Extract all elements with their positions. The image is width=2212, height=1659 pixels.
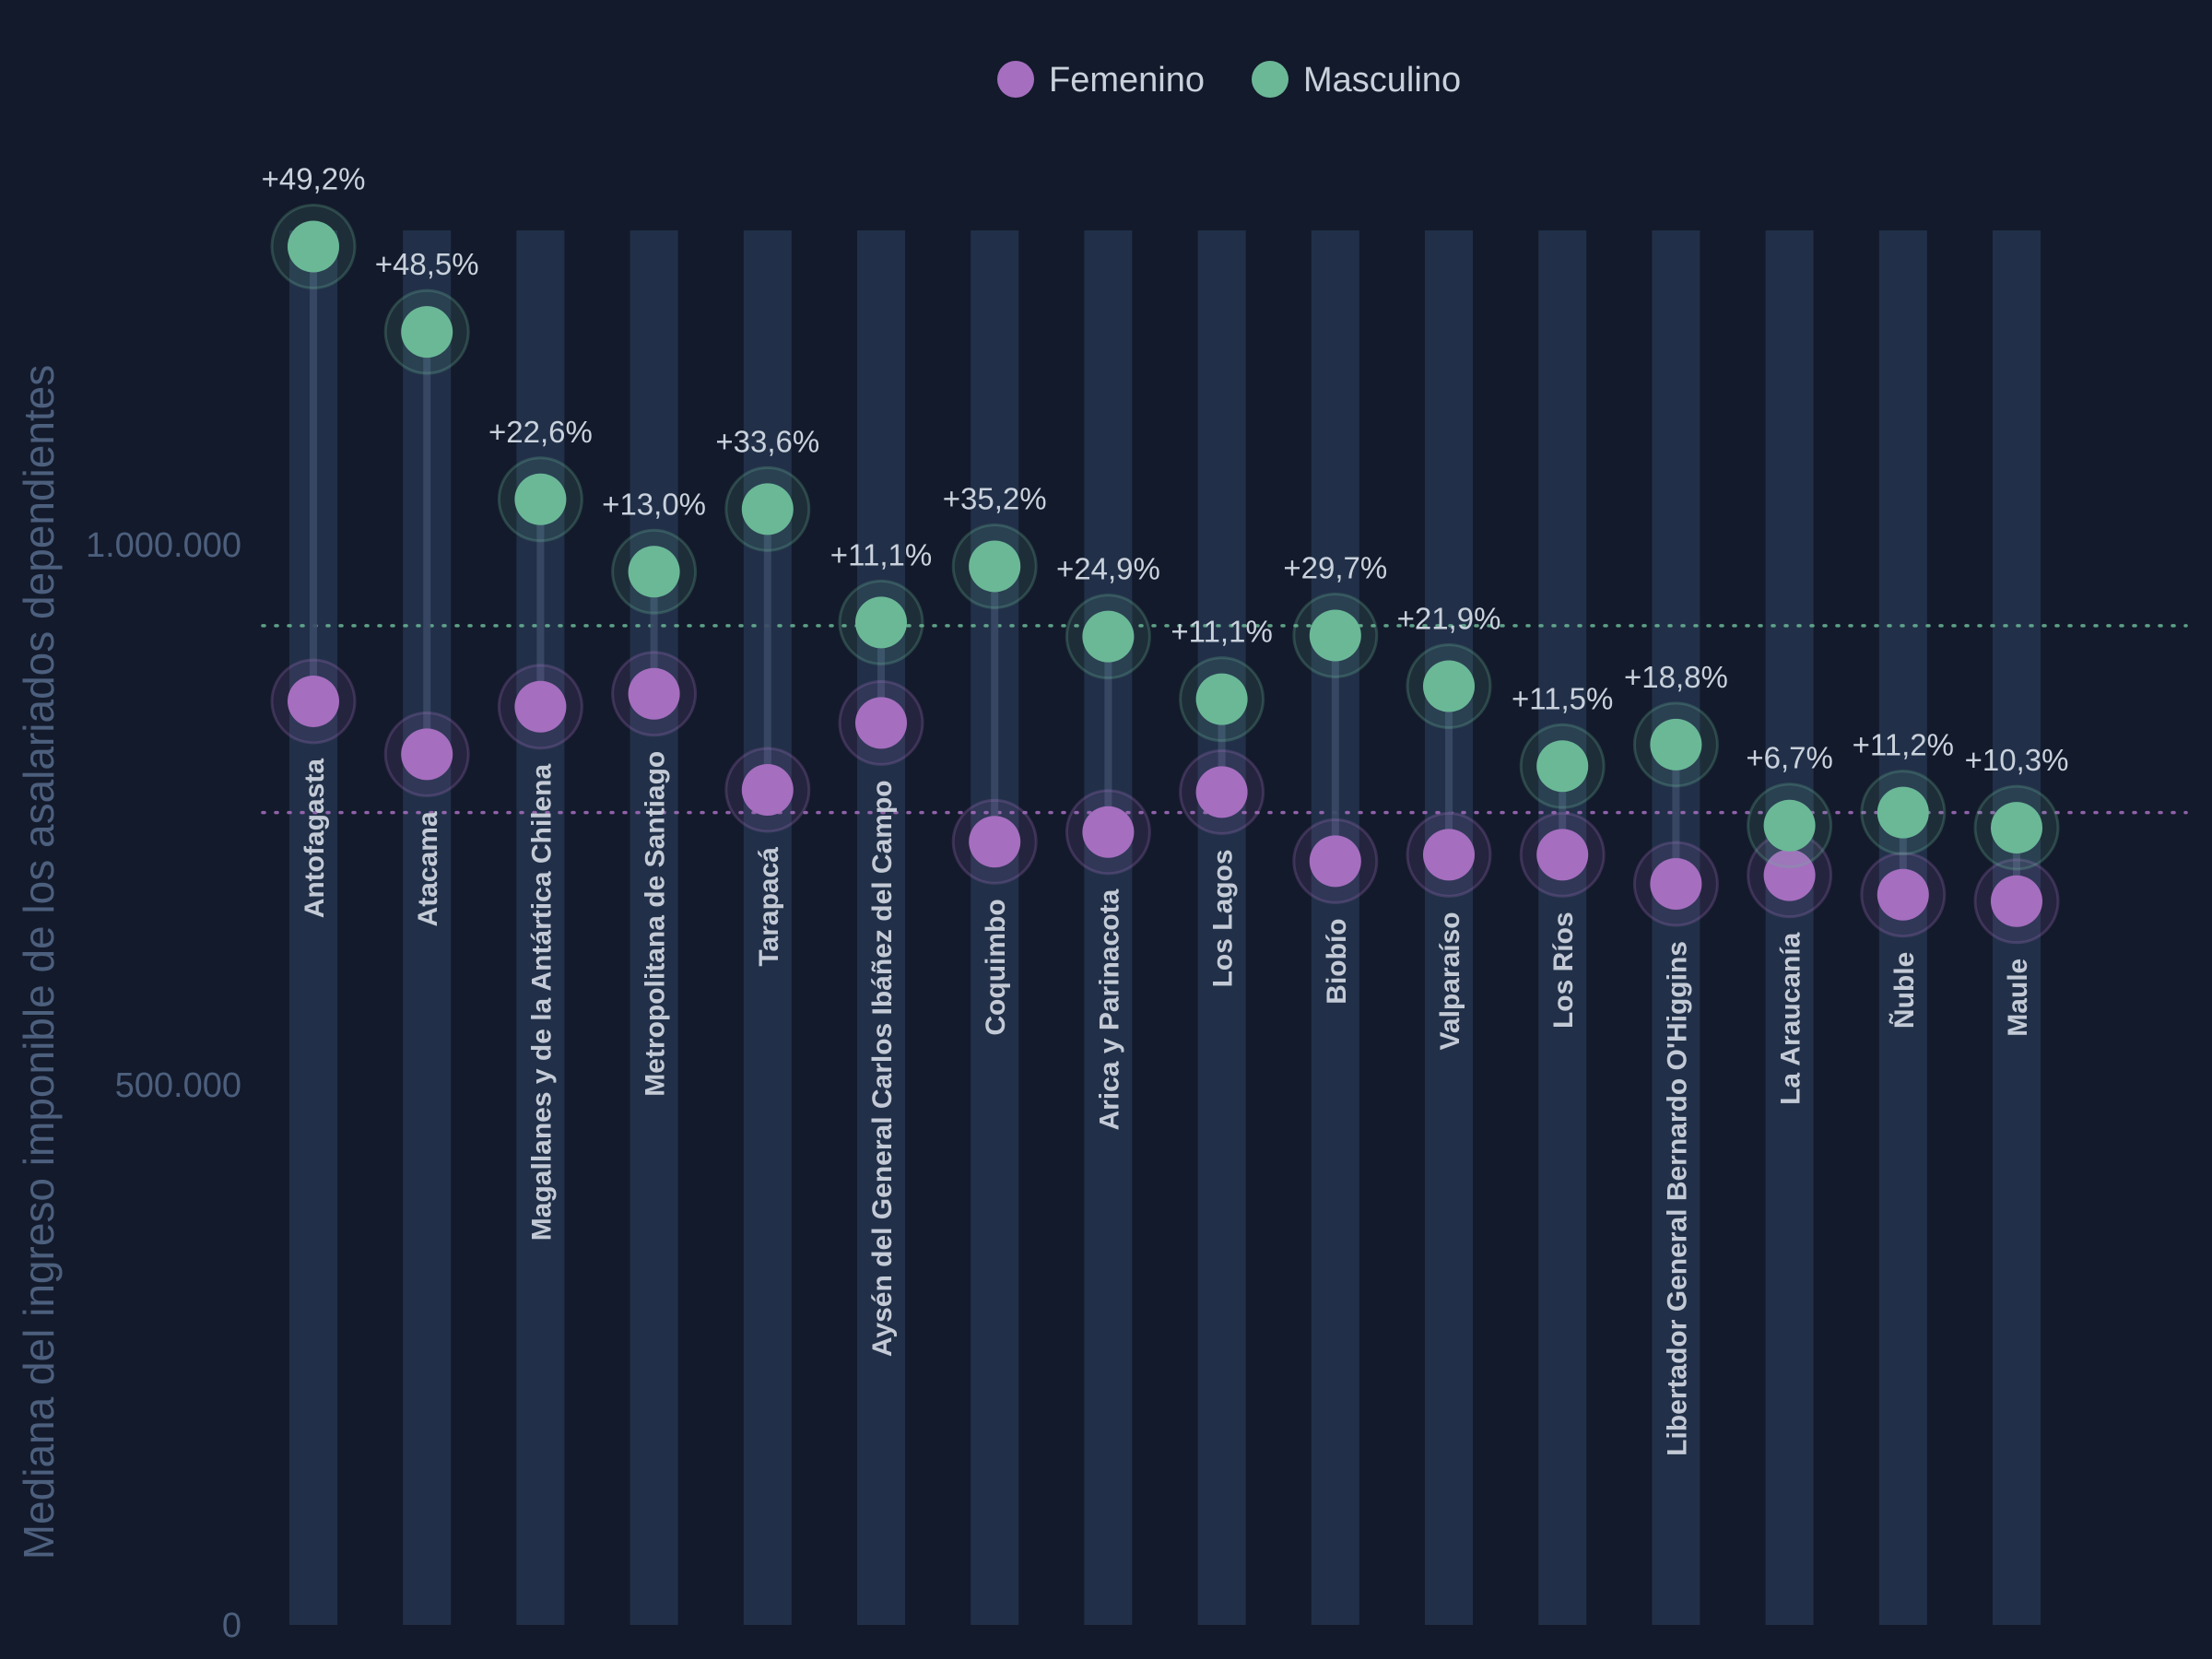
difference-label: +49,2% [262,162,366,196]
reference-lines [261,624,2188,815]
point-femenino [969,816,1021,868]
point-femenino [1877,868,1929,921]
category-label: Biobío [1322,918,1352,1004]
point-masculino [1763,799,1816,852]
difference-label: +11,2% [1853,728,1954,762]
point-femenino [1309,835,1361,888]
point-masculino [1536,740,1589,793]
point-masculino [1650,718,1702,771]
legend-marker-masculino [1252,61,1288,98]
difference-label: +22,6% [488,415,593,449]
category-label: Los Lagos [1208,849,1239,987]
point-femenino [1650,858,1702,911]
point-masculino [855,596,907,649]
y-tick-label: 500.000 [115,1066,241,1105]
category-label: Los Ríos [1548,912,1579,1029]
point-femenino [1763,849,1816,901]
column-bar [629,230,678,1625]
y-tick-label: 0 [222,1606,241,1645]
point-masculino [401,306,453,359]
column-bar [1425,230,1473,1625]
category-label: Tarapacá [754,847,784,967]
point-femenino [628,667,680,720]
category-columns [289,230,2041,1625]
difference-label: +48,5% [375,247,479,281]
data-labels: +49,2% Antofagasta +48,5% Atacama +22,6% Maga… [262,162,2069,1456]
connectors [310,246,2020,901]
category-label: Antofagasta [300,759,330,919]
category-label: Valparaíso [1435,912,1465,1050]
column-bar [743,230,792,1625]
point-masculino [1195,673,1248,725]
category-label: Maule [2003,959,2033,1037]
point-femenino [1423,829,1475,881]
category-label: Atacama [413,811,443,926]
column-bar [1652,230,1700,1625]
difference-label: +11,1% [1171,615,1272,649]
point-femenino [1991,875,2042,927]
point-femenino [1082,806,1135,858]
difference-label: +11,1% [830,537,932,571]
difference-label: +29,7% [1283,550,1387,584]
column-bar [1878,230,1927,1625]
column-bar [1084,230,1133,1625]
legend: Femenino Masculino [997,61,1461,100]
point-femenino [741,764,794,817]
point-masculino [1423,660,1475,712]
difference-label: +24,9% [1056,552,1160,586]
difference-label: +13,0% [602,487,706,521]
legend-label-femenino: Femenino [1049,61,1205,100]
point-femenino [1536,829,1589,881]
category-label: Coquimbo [981,899,1011,1035]
legend-marker-femenino [997,61,1034,98]
category-label: Metropolitana de Santiago [641,751,671,1097]
difference-label: +10,3% [1965,743,2069,777]
point-femenino [514,680,567,733]
category-label: Ñuble [1888,952,1920,1029]
point-masculino [969,540,1021,593]
y-tick-label: 1.000.000 [86,526,241,565]
point-masculino [628,546,680,598]
point-masculino [288,220,339,273]
category-label: Magallanes y de la Antártica Chilena [526,763,557,1241]
column-bar [1311,230,1359,1625]
point-femenino [401,728,453,781]
column-bar [857,230,905,1625]
column-bar [1993,230,2041,1625]
difference-label: +21,9% [1397,602,1501,636]
difference-label: +18,8% [1624,660,1728,694]
point-masculino [1991,802,2042,854]
category-label: La Araucanía [1776,932,1806,1105]
difference-label: +35,2% [943,481,1047,515]
column-bar [1765,230,1814,1625]
point-masculino [1082,610,1135,663]
column-bar [971,230,1019,1625]
point-femenino [855,697,907,749]
column-bar [516,230,565,1625]
point-masculino [1877,786,1929,839]
point-femenino [288,675,339,727]
y-axis-label: Mediana del ingreso imponible de los asa… [15,365,63,1560]
category-label: Aysén del General Carlos Ibáñez del Camp… [867,780,898,1357]
y-axis: Mediana del ingreso imponible de los asa… [15,365,241,1645]
category-label: Libertador General Bernardo O'Higgins [1662,941,1692,1456]
data-points [270,204,2060,945]
point-femenino [1195,766,1248,818]
point-masculino [741,483,794,535]
legend-label-masculino: Masculino [1303,61,1461,100]
category-label: Arica y Parinacota [1094,888,1124,1130]
point-masculino [1309,609,1361,662]
point-masculino [514,473,567,525]
difference-label: +6,7% [1746,741,1833,775]
column-bar [1538,230,1587,1625]
difference-label: +33,6% [715,424,819,458]
column-bar [1197,230,1246,1625]
difference-label: +11,5% [1512,681,1613,715]
